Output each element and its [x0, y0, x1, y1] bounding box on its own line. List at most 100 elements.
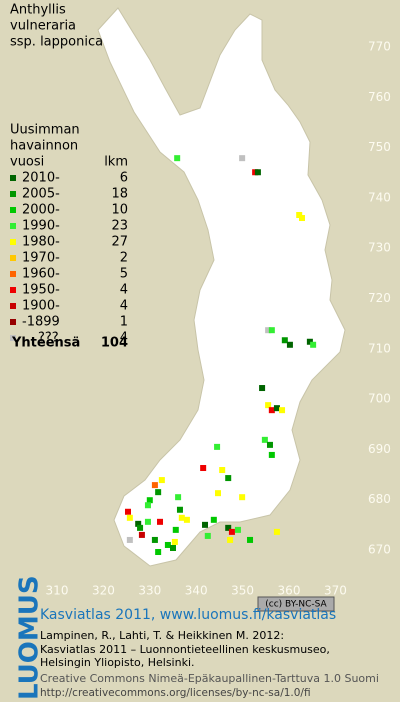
observation: [204, 532, 211, 539]
legend-heading: Uusimman: [10, 123, 80, 138]
observation: [259, 385, 266, 392]
observation: [138, 531, 145, 538]
legend-period: 2005-: [22, 187, 60, 202]
legend-period: -1899: [22, 315, 60, 330]
legend-swatch: [10, 191, 16, 197]
legend-swatch: [10, 287, 16, 293]
observation: [144, 518, 151, 525]
x-axis-label: 360: [278, 584, 301, 598]
observation: [214, 443, 221, 450]
observation: [200, 465, 207, 472]
grid: 310 320 330 340 350 360 370 770 760 750 740 730 720 7…: [46, 40, 391, 598]
observation: [158, 477, 165, 484]
citation: Helsingin Yliopisto, Helsinki.: [40, 656, 195, 669]
observation: [239, 494, 246, 501]
license-text: Creative Commons Nimeä-Epäkaupallinen-Ta…: [40, 672, 379, 685]
observation: [227, 536, 234, 543]
x-axis-label: 330: [138, 584, 161, 598]
observation: [254, 169, 261, 176]
observation: [279, 407, 286, 414]
logo: LUOMUS: [15, 575, 45, 700]
observation: [151, 482, 158, 489]
y-axis-label: 690: [368, 442, 391, 456]
observation: [146, 497, 153, 504]
license-badge: [257, 596, 335, 612]
observation: [174, 155, 181, 162]
legend-heading: lkm: [104, 155, 128, 170]
legend-period: 1980-: [22, 235, 60, 250]
species-title: ssp. lapponica: [10, 35, 103, 50]
observation: [225, 524, 232, 531]
observation: [219, 467, 226, 474]
observation: [157, 518, 164, 525]
y-axis-label: 760: [368, 90, 391, 104]
legend-count: 4: [120, 331, 128, 346]
license-text: http://creativecommons.org/licenses/by-n…: [40, 687, 311, 699]
observation: [124, 508, 131, 515]
observation: [281, 337, 288, 344]
observation: [266, 441, 273, 448]
observation: [215, 490, 222, 497]
legend-period: 1900-: [22, 299, 60, 314]
legend-count: 10: [111, 203, 128, 218]
footer-heading: Kasviatlas 2011, www.luomus.fi/kasviatla…: [40, 607, 336, 623]
legend-swatch: [10, 303, 16, 309]
observation: [268, 407, 275, 414]
legend-count: 2: [120, 251, 128, 266]
license-badge-text: (cc) BY-NC-SA: [265, 600, 327, 610]
country-outline: [97, 7, 346, 567]
legend-period: 1970-: [22, 251, 60, 266]
legend-count: 4: [120, 299, 128, 314]
observation: [273, 528, 280, 535]
legend-count: 23: [111, 219, 128, 234]
y-axis-label: 700: [368, 392, 391, 406]
y-axis-label: 740: [368, 190, 391, 204]
y-axis-label: 730: [368, 241, 391, 255]
observation: [126, 514, 133, 521]
x-axis-label: 320: [92, 584, 115, 598]
observation: [172, 526, 179, 533]
observation: [228, 528, 235, 535]
legend-period: 1950-: [22, 283, 60, 298]
observation: [296, 212, 303, 219]
observation: [273, 405, 280, 412]
observation: [155, 489, 162, 496]
observations: [124, 155, 317, 556]
observation: [310, 341, 317, 348]
observation: [268, 327, 275, 334]
observation: [144, 502, 151, 509]
x-axis-label: 370: [324, 584, 347, 598]
legend-period: ???: [38, 331, 59, 346]
legend-swatch: [10, 239, 16, 245]
observation: [164, 541, 171, 548]
y-axis-label: 720: [368, 291, 391, 305]
observation: [135, 520, 142, 527]
y-axis-label: 750: [368, 140, 391, 154]
legend-count: 18: [111, 187, 128, 202]
y-axis-label: 770: [368, 40, 391, 54]
observation: [176, 506, 183, 513]
observation: [151, 536, 158, 543]
observation: [265, 402, 272, 409]
legend-count: 4: [120, 283, 128, 298]
legend-count: 5: [120, 267, 128, 282]
legend-swatch: [10, 175, 16, 181]
legend-swatch: [10, 207, 16, 213]
legend-period: 2010-: [22, 171, 60, 186]
species-title: Anthyllis: [10, 3, 66, 18]
observation: [178, 514, 185, 521]
observation: [261, 436, 268, 443]
y-axis-label: 680: [368, 492, 391, 506]
legend-period: 1960-: [22, 267, 60, 282]
x-axis-label: 310: [46, 584, 69, 598]
total-count: 104: [101, 336, 128, 351]
legend-swatch: [10, 319, 16, 325]
legend-count: 1: [120, 315, 128, 330]
legend-swatch: [10, 335, 16, 341]
observation: [170, 544, 176, 551]
observation: [239, 155, 246, 162]
legend-swatch: [10, 223, 16, 229]
observation: [234, 526, 241, 533]
observation: [247, 536, 254, 543]
observation: [265, 327, 272, 334]
